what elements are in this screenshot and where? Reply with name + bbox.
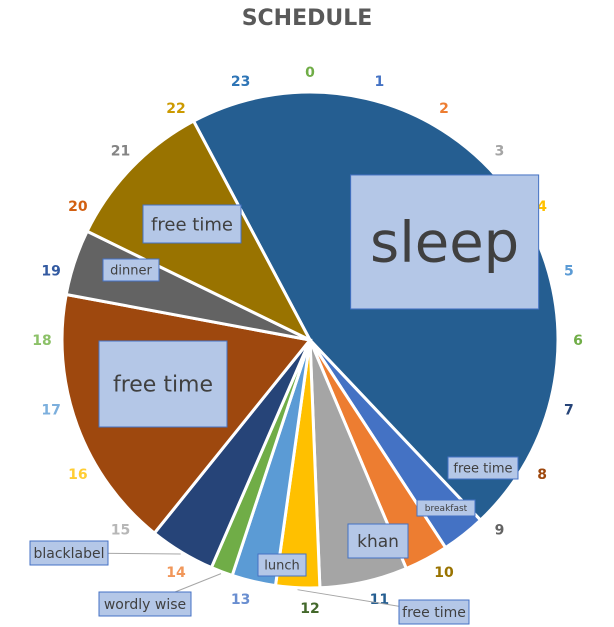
slice-label-box-7 [29,540,109,566]
slice-label-box-3 [347,523,409,559]
pie-slices [60,90,560,590]
hour-label-2: 2 [439,101,449,117]
hour-label-1: 1 [374,74,384,90]
hour-label-9: 9 [495,523,505,539]
slice-label-box-9 [102,258,160,282]
hour-label-7: 7 [564,402,574,418]
hour-label-8: 8 [537,467,547,483]
hour-label-17: 17 [41,402,60,418]
hour-label-16: 16 [68,467,87,483]
hour-label-4: 4 [537,199,547,215]
hour-label-19: 19 [41,264,60,280]
hour-label-23: 23 [231,74,250,90]
hour-label-18: 18 [32,333,51,349]
slice-label-4: free time [402,605,466,621]
slice-label-8: free time [113,373,213,398]
slice-label-box-4 [398,599,470,625]
hour-label-15: 15 [111,523,130,539]
hour-label-11: 11 [370,592,389,608]
hour-label-21: 21 [111,143,130,159]
chart-title: SCHEDULE [241,6,373,31]
hour-label-12: 12 [300,601,319,617]
hour-label-20: 20 [68,199,88,215]
slice-labels: sleep free time breakfast khan free time lunc… [29,174,540,625]
hour-label-5: 5 [564,264,574,280]
hour-label-10: 10 [434,565,454,581]
hour-label-6: 6 [573,333,583,349]
slice-label-box-6 [98,591,192,617]
slice-label-box-10 [142,204,242,244]
slice-label-box-0 [350,174,540,310]
hour-label-0: 0 [305,65,315,81]
slice-label-9: dinner [110,264,152,279]
slice-label-3: khan [357,532,399,552]
slice-label-2: breakfast [425,504,468,514]
hour-label-13: 13 [231,592,250,608]
hour-label-3: 3 [495,143,505,159]
slice-label-box-8 [98,340,228,428]
slice-label-0: sleep [370,211,519,276]
slice-label-6: wordly wise [104,597,186,613]
slice-label-5: lunch [264,559,299,574]
hour-label-14: 14 [166,565,186,581]
slice-label-box-2 [416,499,476,517]
hour-label-22: 22 [166,101,185,117]
slice-label-7: blacklabel [33,546,104,562]
slice-label-10: free time [151,214,233,235]
slice-label-1: free time [453,462,512,477]
slice-label-box-1 [447,456,519,480]
slice-label-box-5 [257,553,307,577]
